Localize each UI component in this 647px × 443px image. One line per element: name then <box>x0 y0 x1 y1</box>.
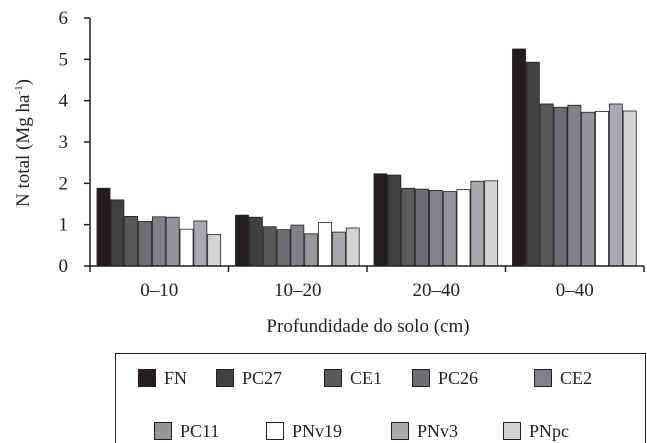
legend-label: CE1 <box>350 368 383 388</box>
bar-pnv19 <box>179 228 194 267</box>
bar-ce1 <box>262 226 277 267</box>
legend-item-pc27: PC27 <box>216 367 282 389</box>
bar-pnv3 <box>331 231 346 267</box>
legend-label: PC26 <box>438 368 479 388</box>
legend-swatch <box>154 422 172 440</box>
legend-item-ce1: CE1 <box>324 367 382 389</box>
bars <box>96 48 637 267</box>
legend-item-pnpc: PNpc <box>503 420 569 442</box>
legend-item-pnv19: PNv19 <box>266 420 342 442</box>
bar-fn <box>96 187 111 267</box>
bar-pnv3 <box>470 180 485 267</box>
bar-pc26 <box>553 106 568 267</box>
bar-pnpc <box>207 234 222 267</box>
bar-pc11 <box>304 233 319 267</box>
y-axis-title-close: ) <box>13 79 34 85</box>
y-axis-title-sup: -1 <box>13 85 25 94</box>
bar-pnv19 <box>456 189 471 267</box>
legend-item-pc11: PC11 <box>154 420 219 442</box>
bar-ce2 <box>567 104 582 267</box>
bar-fn <box>373 173 388 267</box>
bar-fn <box>235 214 249 267</box>
y-axis-title: N total (Mg ha-1) <box>13 79 34 207</box>
bar-pc11 <box>581 111 596 267</box>
y-tick-label: 2 <box>59 173 69 194</box>
bar-pc27 <box>110 199 125 267</box>
bar-ce2 <box>428 189 443 267</box>
bar-pnpc <box>622 110 637 267</box>
legend-label: PNv19 <box>292 421 343 441</box>
legend-label: PNpc <box>529 421 569 441</box>
bar-pnpc <box>484 180 499 267</box>
x-axis: 0–10 10–20 20–40 0–40 <box>89 265 645 301</box>
legend-label: PNv3 <box>417 421 459 441</box>
bar-pnv19 <box>318 222 332 267</box>
bar-ce1 <box>539 103 554 267</box>
x-tick-label: 10–20 <box>274 280 322 301</box>
y-axis-title-main: N total (Mg ha <box>13 94 34 207</box>
x-tick-label: 20–40 <box>413 280 461 301</box>
bar-pc27 <box>525 61 540 267</box>
x-axis-title: Profundidade do solo (cm) <box>266 316 469 337</box>
x-tick-label: 0–40 <box>556 280 594 301</box>
legend-item-pnv3: PNv3 <box>391 420 458 442</box>
legend-item-fn: FN <box>138 367 187 389</box>
y-tick-label: 6 <box>59 8 69 29</box>
bar-ce1 <box>401 187 416 267</box>
legend-swatch <box>138 369 156 387</box>
legend-item-ce2: CE2 <box>534 367 592 389</box>
bar-chart: 0 1 2 3 4 5 6 0–10 10–20 20–40 0–40 Profundidade … <box>13 8 645 337</box>
legend-swatch <box>216 369 234 387</box>
y-tick-label: 5 <box>59 49 69 70</box>
legend-label: PC27 <box>242 368 283 388</box>
bar-ce2 <box>290 224 305 267</box>
legend: FN PC27 CE1 PC26 CE2 PC11 PNv19 PNv3 PNpc <box>115 353 646 443</box>
legend-item-pc26: PC26 <box>412 367 478 389</box>
legend-label: CE2 <box>560 368 593 388</box>
bar-pnpc <box>345 227 360 267</box>
legend-swatch <box>534 369 552 387</box>
bar-pc27 <box>387 174 402 267</box>
bar-pc27 <box>248 216 263 267</box>
x-tick-label: 0–10 <box>140 280 178 301</box>
y-tick-label: 4 <box>59 91 69 112</box>
legend-label: PC11 <box>180 421 220 441</box>
bar-pc26 <box>415 188 429 267</box>
bar-pnv3 <box>193 220 208 267</box>
bar-pc26 <box>138 220 152 267</box>
bar-pc11 <box>442 191 457 267</box>
bar-pnv19 <box>595 111 609 267</box>
bar-fn <box>512 48 526 267</box>
y-tick-label: 1 <box>59 215 69 236</box>
legend-label: FN <box>164 368 188 388</box>
bar-ce2 <box>151 216 166 267</box>
legend-swatch <box>324 369 342 387</box>
legend-swatch <box>391 422 409 440</box>
y-axis: 0 1 2 3 4 5 6 <box>59 8 91 277</box>
bar-pnv3 <box>608 103 623 267</box>
y-tick-label: 3 <box>59 132 69 153</box>
legend-swatch <box>266 422 284 440</box>
y-tick-label: 0 <box>59 256 69 277</box>
legend-swatch <box>503 422 521 440</box>
bar-pc26 <box>276 229 291 267</box>
bar-ce1 <box>124 215 139 267</box>
legend-swatch <box>412 369 430 387</box>
bar-pc11 <box>165 216 180 267</box>
